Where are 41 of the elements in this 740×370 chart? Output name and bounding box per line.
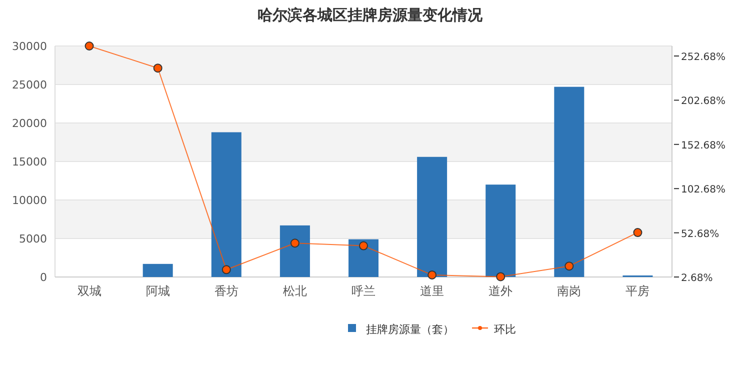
point: [84, 42, 94, 50]
point: [222, 265, 231, 274]
y2-tick-label: 252.68%: [681, 52, 726, 64]
x-tick-label: 阿城: [146, 284, 170, 298]
y-tick-label: 10000: [12, 194, 47, 207]
y-tick-label: 25000: [12, 78, 47, 92]
y-tick-label: 20000: [12, 117, 47, 130]
x-tick-label: 香坊: [214, 284, 238, 298]
y-tick-label: 30000: [12, 40, 47, 53]
x-tick-label: 道里: [420, 284, 444, 298]
y2-tick-label: 52.68%: [681, 228, 720, 240]
x-tick-label: 南岗: [557, 284, 582, 298]
y-tick-label: 0: [40, 271, 47, 284]
legend-label: 挂牌房源量（套）: [366, 323, 454, 336]
y2-tick-label: 152.68%: [681, 140, 726, 152]
y2-tick-label: 2.68%: [681, 273, 713, 284]
point: [496, 272, 506, 282]
point: [428, 270, 437, 280]
bar: [211, 132, 242, 277]
bar: [280, 225, 310, 277]
x-tick-label: 呼兰: [352, 284, 376, 298]
chart-title: 哈尔滨各城区挂牌房源量变化情况: [258, 6, 484, 24]
point: [359, 241, 368, 250]
bar: [417, 156, 448, 277]
bar: [554, 86, 584, 277]
x-tick-label: 道外: [488, 284, 513, 298]
point: [153, 64, 162, 73]
legend-label: 环比: [494, 323, 516, 336]
y2-tick-label: 102.68%: [681, 184, 726, 196]
x-tick-label: 双城: [77, 284, 102, 298]
y-tick-label: 15000: [12, 156, 47, 168]
x-tick-label: 松北: [282, 284, 307, 298]
y-tick-label: 5000: [19, 232, 47, 246]
x-tick-label: 平房: [626, 284, 650, 298]
bar: [142, 264, 173, 277]
point: [290, 238, 300, 248]
point: [564, 262, 574, 271]
bar: [486, 184, 516, 277]
bar: [348, 239, 378, 277]
point: [633, 228, 642, 238]
y2-tick-label: 202.68%: [681, 96, 726, 108]
